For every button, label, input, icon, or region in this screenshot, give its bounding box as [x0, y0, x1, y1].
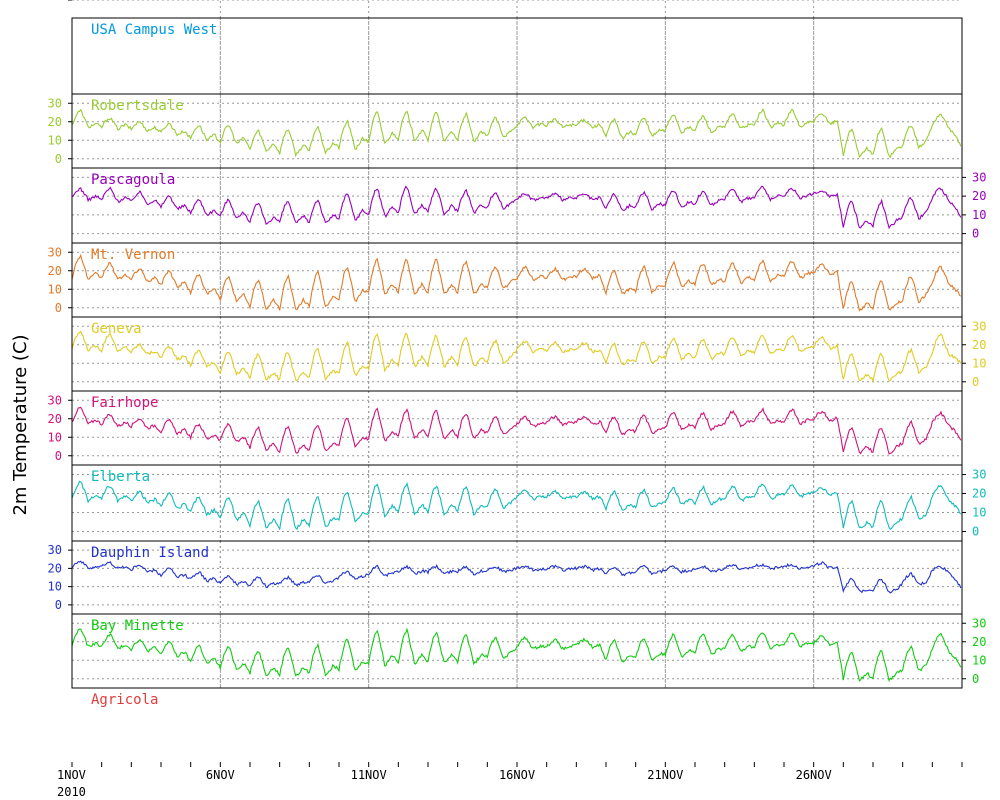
y-tick-label: 10	[48, 282, 62, 296]
y-tick-label: 10	[48, 430, 62, 444]
panel-labels: USA Campus West Robertsdale Pascagoula Mt. …	[91, 22, 217, 708]
y-tick-label: 10	[972, 506, 986, 520]
y-tick-label: 10	[48, 580, 62, 594]
series-line-bay-minette	[71, 627, 962, 683]
y-tick-label: 20	[972, 635, 986, 649]
station-label-usa-campus-west: USA Campus West	[91, 22, 217, 38]
y-tick-label: 0	[972, 227, 979, 241]
y-tick-label: 0	[972, 375, 979, 389]
series-line-elberta	[71, 480, 962, 531]
station-label-fairhope: Fairhope	[91, 395, 158, 411]
series-line-pascagoula	[71, 185, 962, 230]
y-tick-label: 0	[55, 598, 62, 612]
y-tick-label: 10	[972, 208, 986, 222]
x-tick-label: 1NOV	[57, 768, 86, 782]
y-tick-label: 20	[48, 115, 62, 129]
x-tick-label: 16NOV	[499, 768, 535, 782]
station-label-agricola: Agricola	[91, 692, 158, 708]
y-axis-label: 2m Temperature (C)	[10, 334, 31, 515]
y-tick-label: 10	[972, 356, 986, 370]
y-tick-label: 30	[48, 96, 62, 110]
station-label-geneva: Geneva	[91, 321, 142, 337]
grid-layer	[72, 0, 962, 688]
y-tick-label: 30	[972, 170, 986, 184]
station-label-bay-minette: Bay Minette	[91, 618, 184, 634]
station-label-elberta: Elberta	[91, 469, 150, 485]
series-lines	[71, 107, 962, 683]
panel-frame-bay-minette	[71, 613, 963, 689]
y-tick-label: 20	[48, 561, 62, 575]
y-tick-label: 0	[55, 0, 62, 3]
y-tick-label: 20	[48, 264, 62, 278]
y-tick-label: 20	[48, 412, 62, 426]
x-tick-label: 6NOV	[206, 768, 235, 782]
y-tick-label: 30	[48, 0, 62, 3]
x-tick-labels: 1NOV 6NOV 11NOV 16NOV 21NOV 26NOV	[57, 762, 963, 782]
y-tick-label: 20	[972, 487, 986, 501]
station-label-robertsdale: Robertsdale	[91, 98, 184, 114]
station-label-dauphin-island: Dauphin Island	[91, 545, 209, 561]
station-label-mt-vernon: Mt. Vernon	[91, 247, 175, 263]
y-tick-label: 0	[55, 301, 62, 315]
x-tick-label: 11NOV	[351, 768, 387, 782]
y-tick-label: 30	[48, 543, 62, 557]
panel-frames	[71, 17, 963, 689]
y-tick-labels: 0102030010203001020300102030010203001020…	[48, 0, 986, 686]
y-tick-label: 0	[55, 152, 62, 166]
x-tick-label: 21NOV	[647, 768, 683, 782]
x-start-year: 2010	[57, 785, 86, 799]
y-tick-label: 30	[972, 468, 986, 482]
y-tick-label: 0	[55, 449, 62, 463]
series-line-mt-vernon	[71, 253, 962, 312]
y-tick-label: 0	[972, 525, 979, 539]
series-line-fairhope	[71, 406, 962, 455]
series-line-dauphin-island	[71, 560, 962, 594]
y-tick-label: 30	[48, 393, 62, 407]
y-tick-label: 30	[48, 245, 62, 259]
y-tick-label: 10	[48, 0, 62, 3]
y-tick-label: 20	[972, 189, 986, 203]
y-tick-label: 10	[972, 653, 986, 667]
y-tick-label: 20	[48, 0, 62, 3]
series-line-geneva	[71, 330, 962, 384]
y-tick-label: 20	[972, 338, 986, 352]
x-tick-label: 26NOV	[796, 768, 832, 782]
y-tick-label: 10	[48, 133, 62, 147]
y-tick-label: 0	[972, 672, 979, 686]
series-line-robertsdale	[71, 107, 962, 159]
y-tick-label: 30	[972, 616, 986, 630]
station-label-pascagoula: Pascagoula	[91, 172, 175, 188]
y-tick-label: 30	[972, 319, 986, 333]
